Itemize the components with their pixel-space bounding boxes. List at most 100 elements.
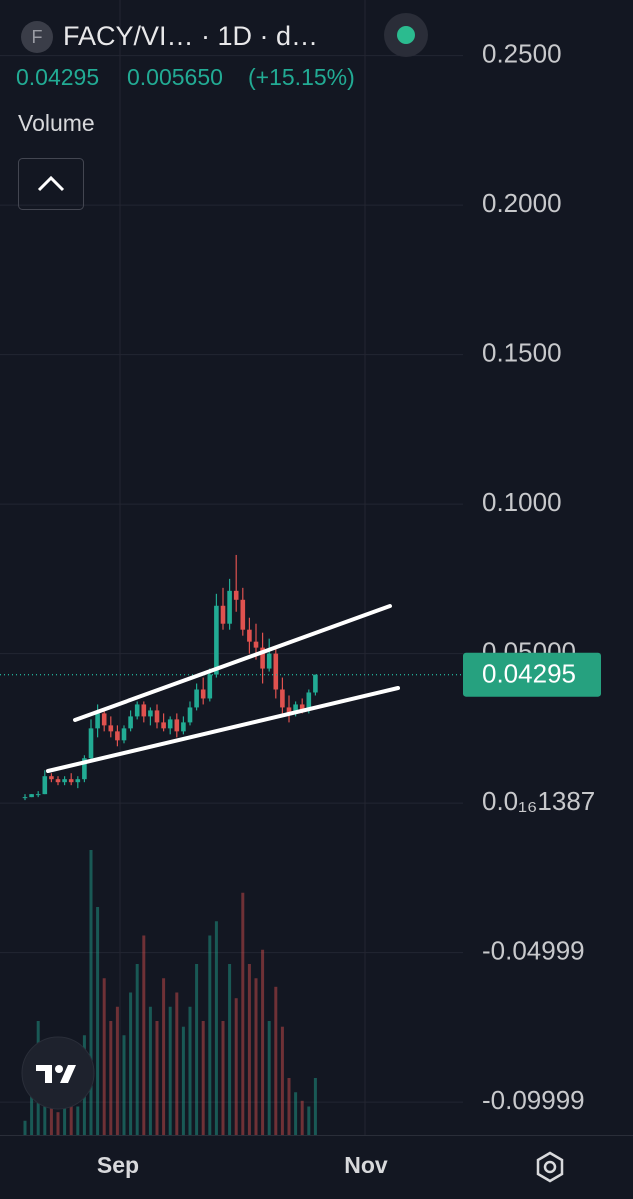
candle-body: [115, 731, 120, 741]
candle-body: [42, 776, 48, 795]
y-tick-label: 0.2000: [482, 188, 562, 218]
candle-body: [68, 779, 74, 783]
volume-bar: [115, 1006, 119, 1135]
volume-bar: [181, 1026, 185, 1135]
candle-body: [280, 689, 285, 708]
candle-body: [227, 590, 232, 624]
volume-bar: [96, 907, 100, 1135]
volume-bar: [280, 1026, 284, 1135]
candle-body: [161, 722, 166, 729]
candle-body: [108, 725, 114, 732]
candle-body: [293, 704, 298, 714]
volume-bar: [228, 964, 232, 1135]
candle-body: [154, 710, 160, 723]
trend-line: [46, 686, 400, 773]
candle-body: [233, 590, 239, 600]
volume-bar: [49, 1100, 53, 1135]
price-tag: [463, 652, 601, 697]
x-tick-label: Nov: [344, 1152, 388, 1178]
price-change-pct: (+15.15%): [248, 64, 355, 90]
price-tag-label: 0.04295: [482, 659, 576, 689]
candle-body: [214, 605, 219, 675]
candle-body: [49, 776, 54, 780]
y-tick-label: 0.1500: [482, 337, 562, 367]
volume-bar: [274, 986, 278, 1135]
candle-body: [55, 779, 61, 783]
volume-bar: [109, 1021, 113, 1135]
tv-logo-dot: [55, 1065, 63, 1073]
candle-body: [253, 641, 259, 648]
candle-body: [273, 653, 279, 690]
volume-bar: [254, 978, 258, 1135]
candle-body: [200, 689, 206, 699]
candle-body: [247, 629, 252, 642]
volume-bar: [122, 1035, 126, 1135]
candle-body: [181, 722, 186, 732]
candle-body: [134, 704, 140, 717]
collapse-button[interactable]: [18, 158, 84, 210]
symbol-title[interactable]: FACY/VI… · 1D · d…: [63, 21, 318, 51]
volume-bar: [155, 1021, 159, 1135]
volume-bar: [142, 935, 146, 1135]
volume-bar: [129, 992, 133, 1135]
candle-body: [29, 794, 34, 798]
candle-body: [121, 728, 127, 741]
volume-bar: [287, 1078, 291, 1135]
candle-body: [194, 689, 199, 708]
candle-body: [62, 779, 67, 783]
candle-body: [260, 647, 265, 669]
volume-bar: [234, 998, 238, 1135]
candle-body: [286, 707, 292, 714]
symbol-icon-letter: F: [32, 27, 43, 47]
symbol-icon: [21, 21, 53, 53]
volume-bar: [162, 978, 166, 1135]
candle-body: [101, 713, 107, 726]
volume-bar: [23, 1120, 27, 1135]
candle-body: [299, 704, 305, 711]
y-tick-label: 0.1000: [482, 487, 562, 517]
volume-bar: [148, 1006, 152, 1135]
volume-bar: [89, 850, 93, 1135]
y-tick-label: 0.0₁₆1387: [482, 786, 595, 816]
volume-bar: [201, 1021, 205, 1135]
tv-logo[interactable]: [21, 1036, 95, 1110]
settings-button[interactable]: [536, 1151, 564, 1183]
volume-bar: [188, 1006, 192, 1135]
candle-body: [167, 719, 173, 729]
status-dot: [397, 26, 415, 44]
volume-bar: [261, 949, 265, 1135]
y-tick-label: -0.04999: [482, 935, 585, 965]
candle-body: [174, 719, 180, 732]
volume-bar: [168, 1006, 172, 1135]
volume-bar: [208, 935, 212, 1135]
chevron-icon: [37, 175, 65, 192]
candle-body: [187, 707, 193, 723]
y-tick-label: 0.2500: [482, 38, 562, 68]
volume-bar: [69, 1100, 73, 1135]
candle-body: [22, 797, 28, 799]
candle-body: [306, 692, 312, 711]
volume-bar: [175, 992, 179, 1135]
candle-body: [148, 710, 153, 717]
candle-body: [266, 653, 272, 669]
tv-logo-mark: [36, 1065, 76, 1083]
volume-bar: [102, 978, 106, 1135]
volume-bar: [43, 1106, 47, 1135]
volume-bar: [76, 1106, 80, 1135]
volume-bar: [221, 1021, 225, 1135]
candle-body: [141, 704, 147, 717]
candle-body: [75, 779, 81, 783]
volume-bar: [294, 1092, 298, 1135]
volume-bar: [247, 964, 251, 1135]
volume-bar: [63, 1092, 67, 1135]
candle-body: [35, 794, 41, 796]
candle-body: [240, 599, 246, 630]
candle-body: [95, 713, 100, 729]
candle-body: [207, 674, 213, 699]
x-tick-label: Sep: [97, 1152, 139, 1178]
volume-bar: [313, 1078, 317, 1135]
plot: [0, 554, 463, 1135]
candle-body: [88, 728, 94, 759]
